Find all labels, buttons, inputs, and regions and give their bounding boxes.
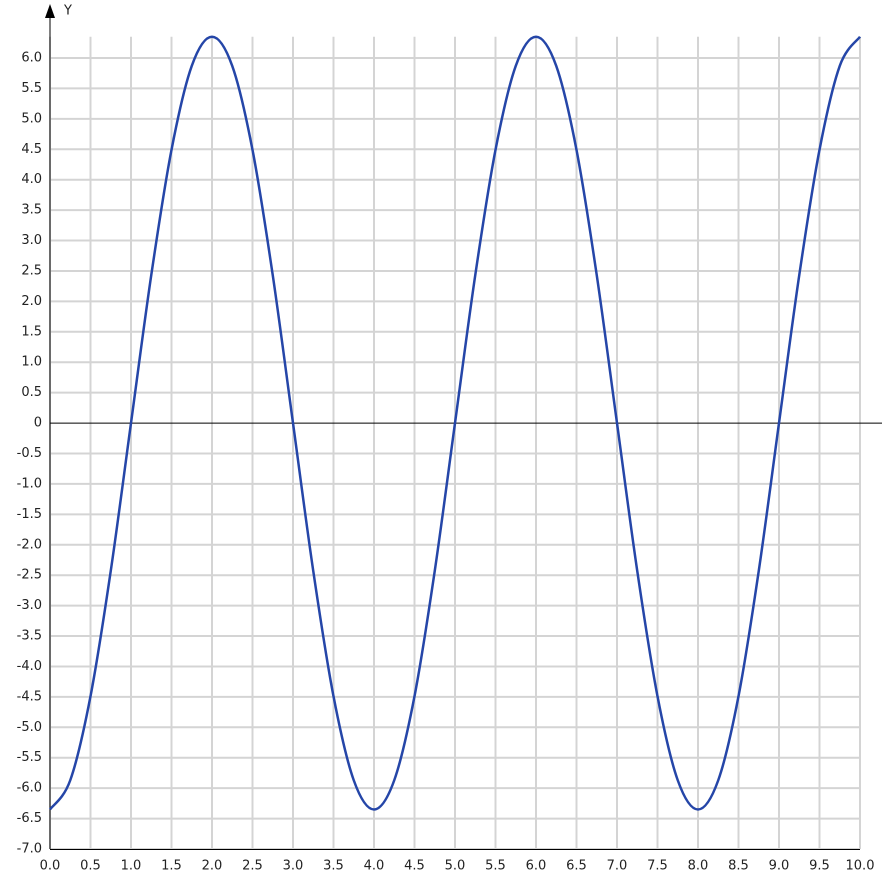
y-tick-label: -5.0 xyxy=(17,720,42,735)
x-tick-label: 10.0 xyxy=(846,859,875,874)
y-tick-label: 2.0 xyxy=(21,294,42,309)
y-tick-label: 0 xyxy=(34,416,42,431)
x-tick-label: 5.0 xyxy=(445,859,466,874)
x-tick-label: 6.5 xyxy=(566,859,587,874)
y-tick-label: -4.5 xyxy=(17,689,42,704)
y-tick-label: 4.0 xyxy=(21,172,42,187)
y-tick-label: 2.5 xyxy=(21,263,42,278)
y-tick-label: 5.5 xyxy=(21,81,42,96)
y-tick-label: 0.5 xyxy=(21,385,42,400)
x-tick-label: 2.5 xyxy=(242,859,263,874)
y-tick-label: 3.5 xyxy=(21,203,42,218)
x-tick-label: 1.5 xyxy=(161,859,182,874)
x-tick-label: 8.5 xyxy=(728,859,749,874)
y-tick-label: -2.0 xyxy=(17,537,42,552)
x-tick-label: 8.0 xyxy=(688,859,709,874)
x-tick-label: 6.0 xyxy=(526,859,547,874)
x-tick-label: 2.0 xyxy=(202,859,223,874)
x-tick-label: 0.0 xyxy=(40,859,61,874)
x-tick-label: 3.5 xyxy=(323,859,344,874)
y-tick-label: 4.5 xyxy=(21,142,42,157)
y-tick-label: -3.0 xyxy=(17,598,42,613)
y-tick-label: -7.0 xyxy=(17,842,42,857)
x-tick-label: 4.5 xyxy=(404,859,425,874)
x-tick-label: 7.5 xyxy=(647,859,668,874)
y-tick-label: 6.0 xyxy=(21,50,42,65)
y-tick-label: -3.5 xyxy=(17,629,42,644)
y-tick-label: 3.0 xyxy=(21,233,42,248)
y-tick-label: -1.0 xyxy=(17,476,42,491)
x-tick-label: 5.5 xyxy=(485,859,506,874)
y-tick-label: -2.5 xyxy=(17,568,42,583)
x-tick-label: 0.5 xyxy=(80,859,101,874)
y-tick-label: -6.0 xyxy=(17,781,42,796)
y-axis-arrow xyxy=(45,4,55,18)
y-tick-label: 5.0 xyxy=(21,111,42,126)
y-tick-label: 1.0 xyxy=(21,355,42,370)
y-tick-label: -0.5 xyxy=(17,446,42,461)
y-tick-label: 1.5 xyxy=(21,324,42,339)
grid xyxy=(49,36,861,850)
line-series xyxy=(48,35,862,811)
x-tick-label: 1.0 xyxy=(121,859,142,874)
y-axis-label: Y xyxy=(63,4,72,19)
x-tick-label: 7.0 xyxy=(607,859,628,874)
y-tick-label: -5.5 xyxy=(17,750,42,765)
y-tick-label: -1.5 xyxy=(17,507,42,522)
x-tick-label: 9.0 xyxy=(769,859,790,874)
y-tick-label: -4.0 xyxy=(17,659,42,674)
x-tick-label: 4.0 xyxy=(364,859,385,874)
x-tick-label: 9.5 xyxy=(809,859,830,874)
x-tick-label: 3.0 xyxy=(283,859,304,874)
y-tick-label: -6.5 xyxy=(17,811,42,826)
